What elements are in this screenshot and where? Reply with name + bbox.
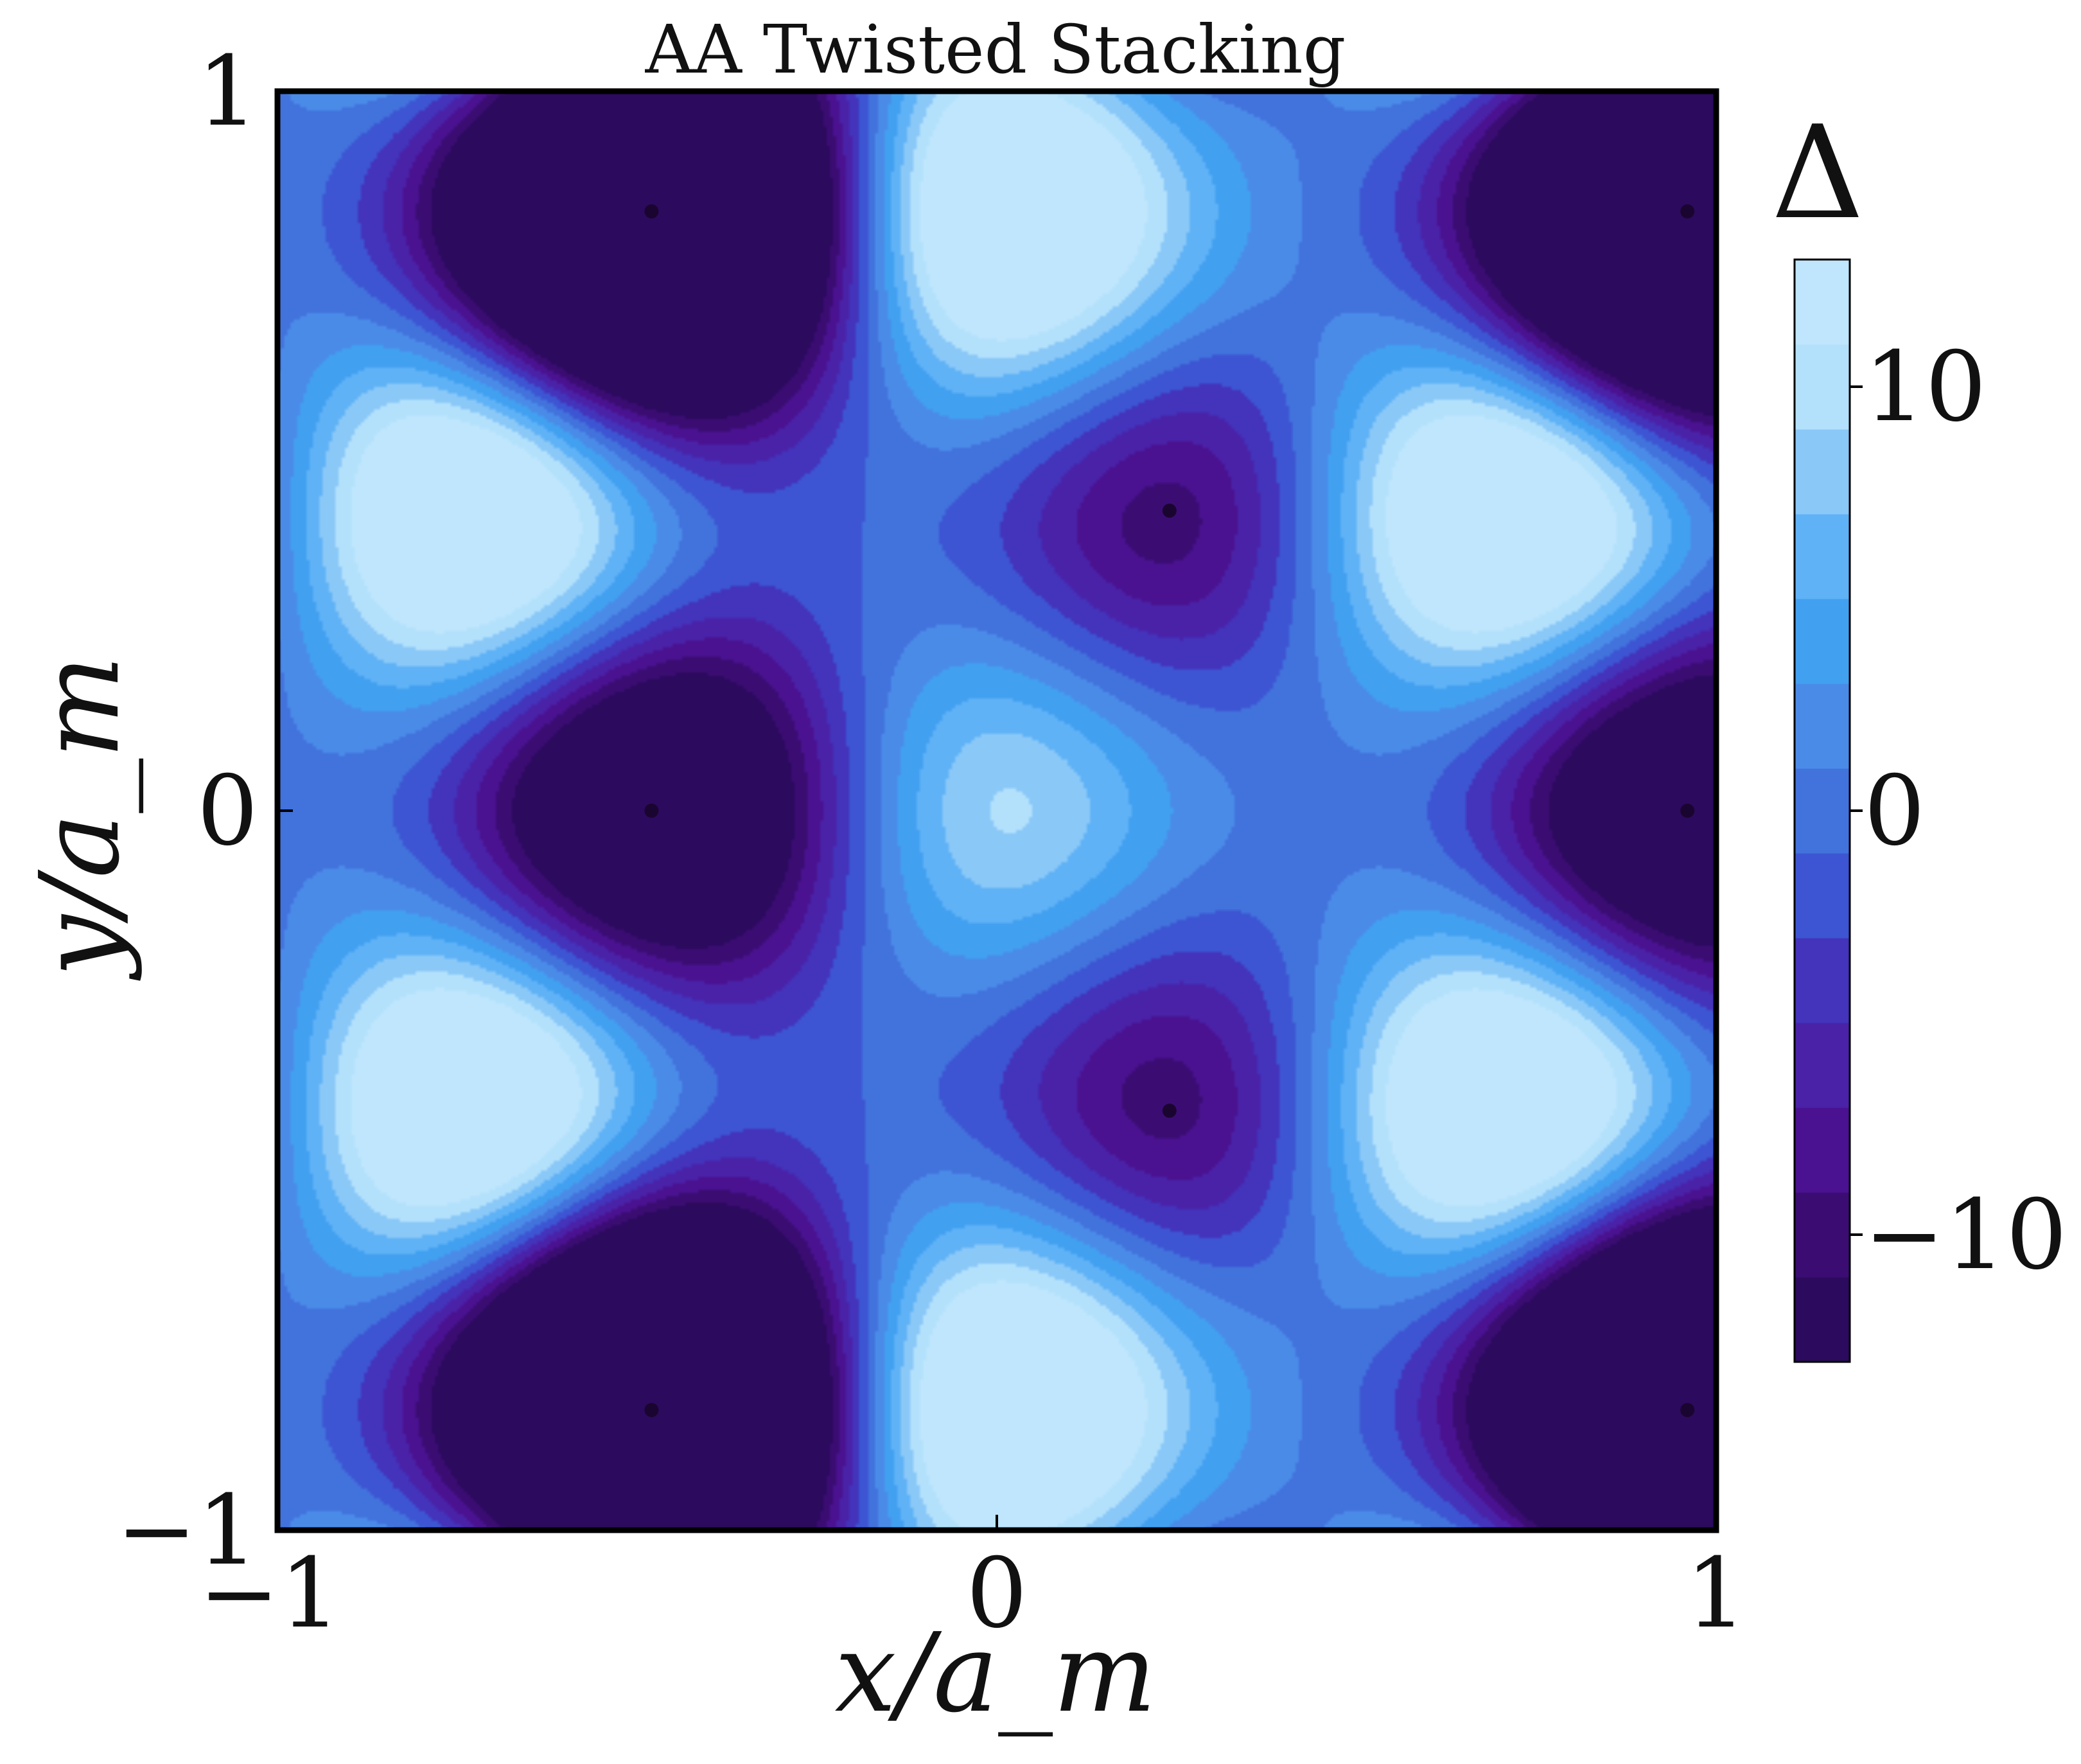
- colorbar-segment: [1795, 1023, 1850, 1108]
- minimum-point: [1162, 503, 1177, 518]
- colorbar-segment: [1795, 853, 1850, 939]
- heatmap-image: [277, 91, 1716, 1530]
- minimum-point: [644, 804, 659, 818]
- colorbar-segment: [1795, 514, 1850, 599]
- minimum-point: [1162, 1104, 1177, 1118]
- colorbar-segment: [1795, 344, 1850, 430]
- colorbar-segment: [1795, 938, 1850, 1023]
- minimum-point: [644, 1402, 659, 1417]
- colorbar-segment: [1795, 684, 1850, 769]
- colorbar: 10 0 −10: [1793, 258, 2068, 1363]
- colorbar-segment: [1795, 768, 1850, 854]
- x-tick-label: 0: [966, 1538, 1027, 1650]
- colorbar-segment: [1795, 260, 1850, 345]
- y-tick-label: 0: [197, 755, 258, 867]
- minimum-point: [1680, 804, 1695, 818]
- x-axis-label: x/a_m: [834, 1610, 1157, 1737]
- minimum-point: [1680, 1402, 1695, 1417]
- colorbar-segment: [1795, 599, 1850, 684]
- colorbar-segment: [1795, 1107, 1850, 1193]
- axis-ticks: −1 0 1 −1 0 1: [116, 36, 1747, 1650]
- extremum-markers: [644, 204, 1695, 1417]
- chart-title: AA Twisted Stacking: [645, 10, 1346, 89]
- colorbar-tick-label: 0: [1864, 755, 1925, 867]
- y-tick-label: −1: [116, 1475, 258, 1587]
- x-tick-label: 1: [1685, 1538, 1746, 1650]
- colorbar-label: Δ: [1771, 98, 1865, 248]
- colorbar-tick-label: −10: [1864, 1179, 2068, 1291]
- colorbar-segment: [1795, 1277, 1850, 1363]
- heatmap-field: [277, 91, 1716, 1530]
- minimum-point: [644, 204, 659, 219]
- x-tick-label: −1: [198, 1538, 340, 1650]
- colorbar-segment: [1795, 1192, 1850, 1278]
- minimum-point: [1680, 204, 1695, 219]
- colorbar-segment: [1795, 429, 1850, 515]
- colorbar-tick-label: 10: [1864, 331, 1987, 443]
- y-tick-label: 1: [197, 36, 258, 148]
